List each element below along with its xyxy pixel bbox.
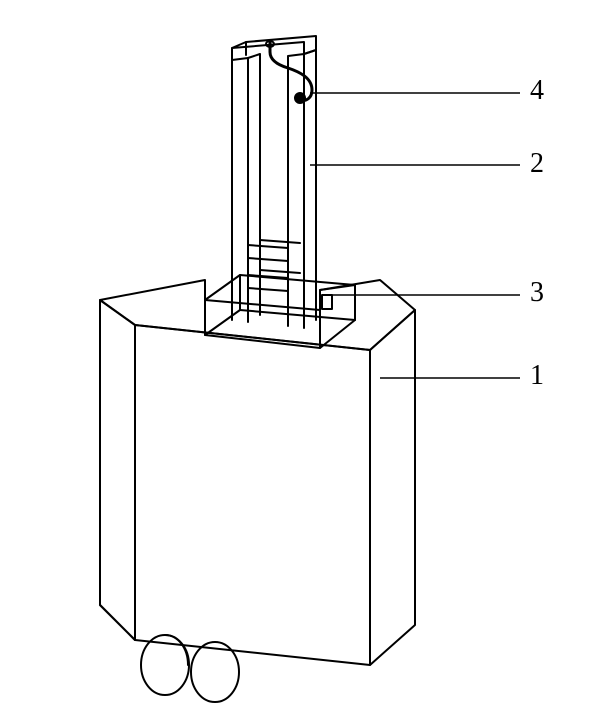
diagram-svg xyxy=(0,0,599,716)
label-2: 2 xyxy=(530,148,544,180)
handle-rung-2b xyxy=(248,288,288,291)
handle-rung-2-top xyxy=(260,270,300,273)
suitcase-left-edge xyxy=(100,300,135,640)
suitcase-top-face xyxy=(100,280,415,350)
handle-recess-edge xyxy=(320,320,355,348)
hook-tip xyxy=(295,93,305,103)
hook-curve xyxy=(270,42,312,101)
handle-grip-front xyxy=(232,42,304,60)
handle-rung-1 xyxy=(248,245,288,248)
handle-recess-inner-left xyxy=(205,275,240,335)
label-3: 3 xyxy=(530,277,544,309)
suitcase-front-face xyxy=(135,325,370,665)
label-4: 4 xyxy=(530,75,544,107)
handle-recess-front xyxy=(205,300,320,348)
wheel-right xyxy=(191,642,239,702)
handle-right-bar-side xyxy=(304,50,316,320)
handle-recess-floor xyxy=(240,310,355,320)
suitcase-side-face xyxy=(370,310,415,665)
wheel-left-partial xyxy=(165,635,188,665)
handle-rung-1b xyxy=(248,258,288,261)
luggage-diagram: 4 2 3 1 xyxy=(0,0,599,716)
bottom-left-edge xyxy=(100,605,135,640)
handle-rung-1-top xyxy=(260,240,300,243)
latch-detail xyxy=(322,295,332,309)
label-1: 1 xyxy=(530,360,544,392)
handle-recess-side xyxy=(320,285,355,320)
